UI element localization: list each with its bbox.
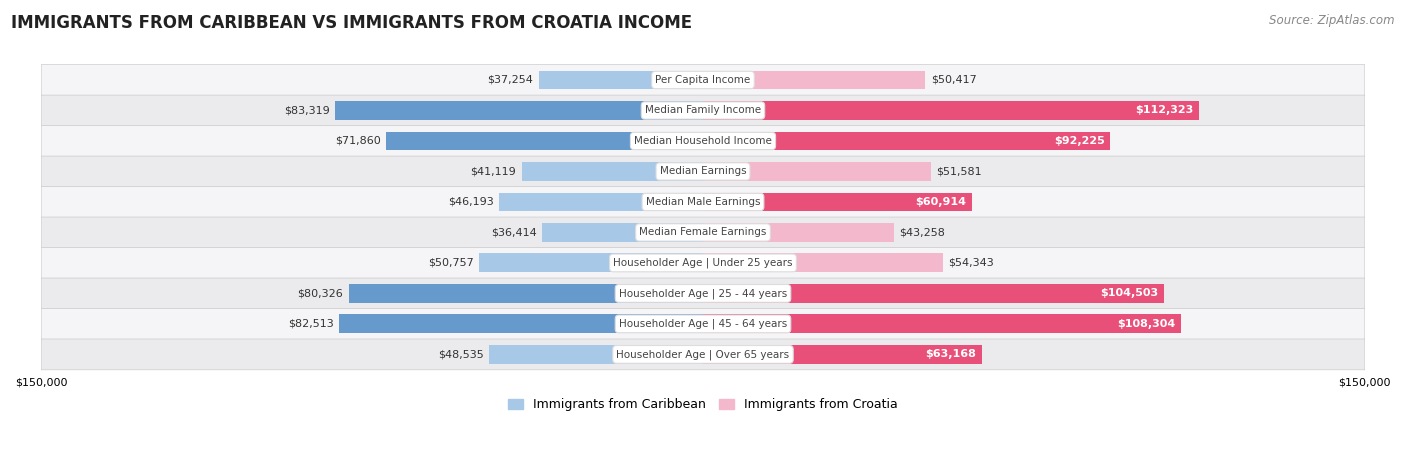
Bar — [479, 254, 703, 272]
Text: $51,581: $51,581 — [936, 166, 981, 177]
Text: Median Household Income: Median Household Income — [634, 136, 772, 146]
Text: $50,417: $50,417 — [931, 75, 976, 85]
Text: $83,319: $83,319 — [284, 106, 330, 115]
Bar — [703, 223, 894, 242]
Text: $43,258: $43,258 — [898, 227, 945, 237]
Bar — [538, 71, 703, 90]
FancyBboxPatch shape — [41, 126, 1365, 156]
Text: Median Earnings: Median Earnings — [659, 166, 747, 177]
Text: Householder Age | Over 65 years: Householder Age | Over 65 years — [616, 349, 790, 360]
Bar — [489, 345, 703, 364]
FancyBboxPatch shape — [41, 186, 1365, 217]
Bar — [499, 192, 703, 212]
Bar — [703, 314, 1181, 333]
FancyBboxPatch shape — [41, 217, 1365, 248]
Text: $60,914: $60,914 — [915, 197, 966, 207]
Legend: Immigrants from Caribbean, Immigrants from Croatia: Immigrants from Caribbean, Immigrants fr… — [503, 393, 903, 416]
Text: $82,513: $82,513 — [288, 319, 333, 329]
Bar — [522, 162, 703, 181]
Text: $108,304: $108,304 — [1118, 319, 1175, 329]
Text: Median Female Earnings: Median Female Earnings — [640, 227, 766, 237]
FancyBboxPatch shape — [41, 248, 1365, 278]
Text: Source: ZipAtlas.com: Source: ZipAtlas.com — [1270, 14, 1395, 27]
Bar — [703, 345, 981, 364]
Text: $37,254: $37,254 — [488, 75, 533, 85]
Bar — [703, 132, 1109, 150]
Text: $48,535: $48,535 — [437, 349, 484, 360]
Bar — [703, 284, 1164, 303]
Text: Householder Age | Under 25 years: Householder Age | Under 25 years — [613, 258, 793, 268]
FancyBboxPatch shape — [41, 64, 1365, 95]
Bar — [339, 314, 703, 333]
Bar — [703, 101, 1198, 120]
Bar — [703, 71, 925, 90]
Text: Householder Age | 25 - 44 years: Householder Age | 25 - 44 years — [619, 288, 787, 299]
Text: $46,193: $46,193 — [449, 197, 494, 207]
Bar — [703, 254, 943, 272]
Bar — [349, 284, 703, 303]
Text: $104,503: $104,503 — [1101, 289, 1159, 298]
Bar — [336, 101, 703, 120]
Text: $54,343: $54,343 — [948, 258, 994, 268]
FancyBboxPatch shape — [41, 278, 1365, 309]
Text: $71,860: $71,860 — [335, 136, 381, 146]
Bar — [703, 192, 972, 212]
Text: Per Capita Income: Per Capita Income — [655, 75, 751, 85]
Text: Median Male Earnings: Median Male Earnings — [645, 197, 761, 207]
Bar — [543, 223, 703, 242]
Bar — [387, 132, 703, 150]
FancyBboxPatch shape — [41, 95, 1365, 126]
Text: $63,168: $63,168 — [925, 349, 976, 360]
Bar — [703, 162, 931, 181]
FancyBboxPatch shape — [41, 156, 1365, 187]
Text: $50,757: $50,757 — [427, 258, 474, 268]
FancyBboxPatch shape — [41, 309, 1365, 340]
FancyBboxPatch shape — [41, 339, 1365, 370]
Text: $41,119: $41,119 — [471, 166, 516, 177]
Text: $36,414: $36,414 — [491, 227, 537, 237]
Text: $112,323: $112,323 — [1135, 106, 1194, 115]
Text: Median Family Income: Median Family Income — [645, 106, 761, 115]
Text: $80,326: $80,326 — [298, 289, 343, 298]
Text: $92,225: $92,225 — [1054, 136, 1105, 146]
Text: Householder Age | 45 - 64 years: Householder Age | 45 - 64 years — [619, 318, 787, 329]
Text: IMMIGRANTS FROM CARIBBEAN VS IMMIGRANTS FROM CROATIA INCOME: IMMIGRANTS FROM CARIBBEAN VS IMMIGRANTS … — [11, 14, 692, 32]
